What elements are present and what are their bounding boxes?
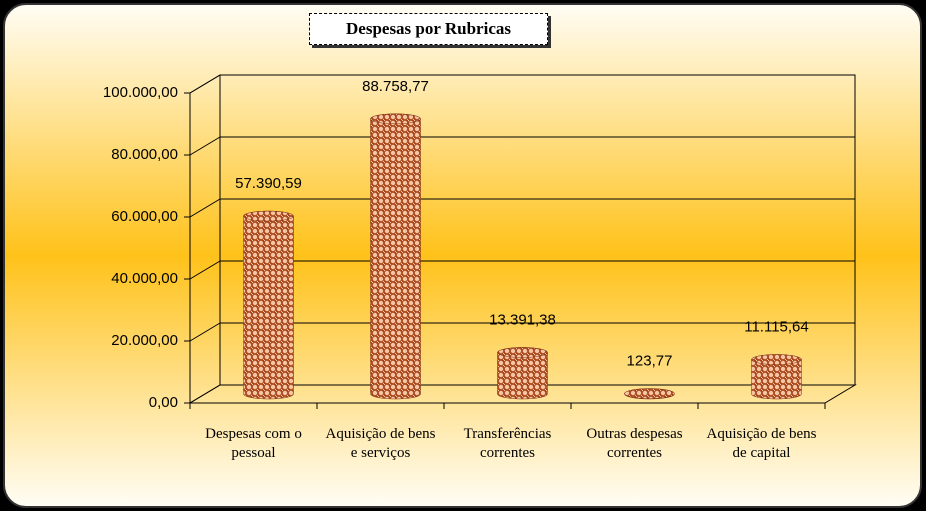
y-tick-label: 40.000,00 xyxy=(111,270,178,287)
x-tick-label: Outras despesas correntes xyxy=(586,426,683,461)
y-tick-label: 0,00 xyxy=(149,394,178,411)
value-label: 11.115,64 xyxy=(744,319,809,336)
grid-side xyxy=(189,322,221,342)
grid-side xyxy=(189,384,221,404)
y-tick-label: 100.000,00 xyxy=(103,84,178,101)
grid-side xyxy=(189,74,221,94)
bar-top xyxy=(243,210,294,222)
bar-top xyxy=(370,113,421,125)
bar xyxy=(243,210,294,400)
bar-top xyxy=(624,388,675,399)
x-tick-label: Aquisição de bens de capital xyxy=(706,426,817,461)
x-tick-label: Aquisição de bens e serviços xyxy=(325,426,436,461)
bar-top xyxy=(751,354,802,365)
value-label: 88.758,77 xyxy=(362,78,429,95)
y-tick-label: 20.000,00 xyxy=(111,332,178,349)
value-label: 57.390,59 xyxy=(235,175,302,192)
y-tick-label: 80.000,00 xyxy=(111,146,178,163)
y-tick-label: 60.000,00 xyxy=(111,208,178,225)
grid-side xyxy=(189,198,221,218)
x-tick-label: Transferências correntes xyxy=(463,426,552,461)
chart-title: Despesas por Rubricas xyxy=(309,13,548,45)
bar xyxy=(370,113,421,400)
grid-side xyxy=(189,260,221,280)
value-label: 123,77 xyxy=(627,353,673,370)
x-tick-label: Despesas com o pessoal xyxy=(205,426,302,461)
grid-side xyxy=(189,136,221,156)
value-label: 13.391,38 xyxy=(489,311,556,328)
panel xyxy=(3,3,922,508)
bar-top xyxy=(497,347,548,358)
